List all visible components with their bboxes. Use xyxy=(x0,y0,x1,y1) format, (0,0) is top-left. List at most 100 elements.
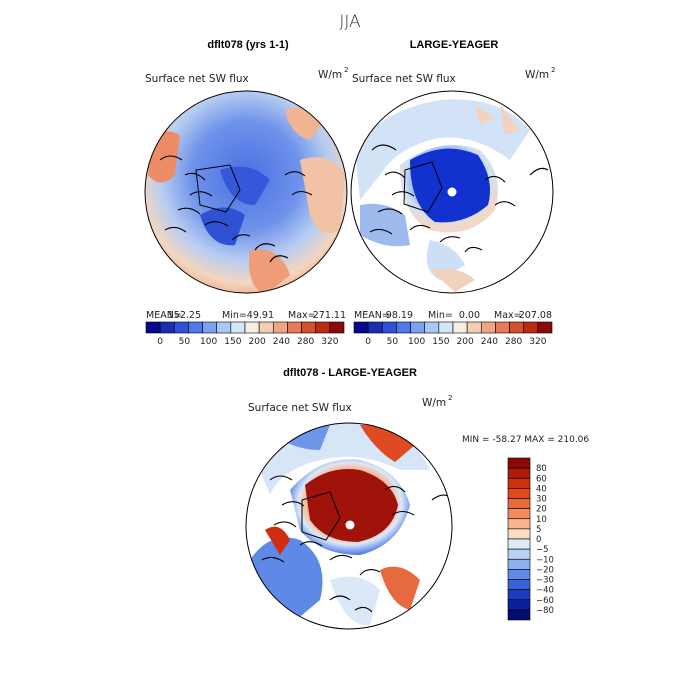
colorbar-diff-tick-label: 0 xyxy=(536,535,541,545)
colorbar-diff-tick-label: −60 xyxy=(536,596,554,606)
colorbar-model-swatch xyxy=(230,321,246,334)
panel-model-min: 49.91 xyxy=(247,310,274,321)
colorbar-diff-swatch xyxy=(507,457,531,469)
colorbar-obs-tick-label: 320 xyxy=(529,337,546,347)
colorbar-obs-swatch xyxy=(438,321,454,334)
colorbar-diff-swatch xyxy=(507,498,531,509)
colorbar-obs-swatch xyxy=(367,321,383,334)
colorbar-model-tick-label: 150 xyxy=(224,337,241,347)
colorbar-diff-tick-label: −30 xyxy=(536,576,554,586)
colorbar-obs-swatch xyxy=(480,321,496,334)
panel-model-units-exponent: 2 xyxy=(344,66,348,74)
panel-diff-units-exponent: 2 xyxy=(448,394,452,402)
panel-obs-title: LARGE-YEAGER xyxy=(410,39,499,51)
panel-obs-min-label: Min= xyxy=(428,310,453,321)
colorbar-model-swatch xyxy=(272,321,288,334)
colorbar-diff-tick-label: 40 xyxy=(536,484,547,494)
panel-model-stats: MEAN= 152.25 Min= 49.91 Max= 271.11 xyxy=(146,310,346,321)
colorbar-model-swatch xyxy=(216,321,232,334)
colorbar-obs-tick-label: 100 xyxy=(408,337,425,347)
panel-obs-mean-label: MEAN= xyxy=(354,310,390,321)
colorbar-obs: 0 50 100 150 200 240 280 320 xyxy=(353,321,553,347)
colorbar-model-swatch xyxy=(329,321,345,334)
colorbar-model-swatch xyxy=(258,321,274,334)
panel-diff-minmax: MIN = -58.27 MAX = 210.06 xyxy=(462,435,589,445)
panel-obs-stats: MEAN= 98.19 Min= 0.00 Max= 207.08 xyxy=(354,310,552,321)
colorbar-diff-tick-label: 20 xyxy=(536,505,547,515)
colorbar-obs-swatch xyxy=(396,321,411,334)
colorbar-obs-swatch xyxy=(381,321,397,334)
colorbar-diff-tick-label: 60 xyxy=(536,474,547,484)
colorbar-diff-swatch xyxy=(507,609,531,621)
colorbar-obs-swatch xyxy=(495,321,510,334)
colorbar-model-swatch xyxy=(188,321,203,334)
colorbar-model-tick-label: 280 xyxy=(297,337,314,347)
colorbar-obs-swatch xyxy=(509,321,525,334)
colorbar-diff-swatch xyxy=(507,579,531,590)
panel-diff-map xyxy=(246,423,452,629)
colorbar-diff-swatch xyxy=(507,518,531,530)
colorbar-obs-swatch xyxy=(537,321,553,334)
panel-obs-map xyxy=(351,91,553,293)
colorbar-model-tick-label: 100 xyxy=(200,337,217,347)
colorbar-diff-swatch xyxy=(507,538,531,550)
panel-model-max-label: Max= xyxy=(288,310,316,321)
colorbar-model-tick-label: 50 xyxy=(179,337,191,347)
colorbar-diff-swatch xyxy=(507,477,531,489)
colorbar-obs-tick-label: 0 xyxy=(365,337,371,347)
season-title: JJA xyxy=(339,12,361,32)
colorbar-diff-tick-label: −80 xyxy=(536,606,554,616)
colorbar-obs-swatch xyxy=(523,321,539,334)
colorbar-diff-tick-label: 80 xyxy=(536,464,547,474)
colorbar-diff-swatch xyxy=(507,508,531,520)
colorbar-model-swatch xyxy=(315,321,331,334)
panel-diff-units: W/m xyxy=(422,397,446,409)
panel-diff-map-border xyxy=(245,422,453,630)
colorbar-model-swatch xyxy=(244,321,260,334)
colorbar-diff-tick-label: 30 xyxy=(536,495,547,505)
panel-obs-max-label: Max= xyxy=(494,310,522,321)
colorbar-model-tick-label: 200 xyxy=(249,337,266,347)
panel-obs-field: Surface net SW flux xyxy=(352,73,456,85)
panel-diff-field: Surface net SW flux xyxy=(248,402,352,414)
panel-model-map xyxy=(145,91,347,293)
colorbar-obs-tick-label: 150 xyxy=(432,337,449,347)
colorbar-obs-tick-label: 200 xyxy=(457,337,474,347)
panel-obs-max: 207.08 xyxy=(519,310,552,321)
colorbar-diff-swatch xyxy=(507,467,531,479)
colorbar-diff-swatch xyxy=(507,599,531,611)
panel-diff-title: dflt078 - LARGE-YEAGER xyxy=(283,367,417,379)
panel-model-mean: 152.25 xyxy=(168,310,201,321)
colorbar-obs-swatch xyxy=(466,321,482,334)
colorbar-diff-tick-label: −20 xyxy=(536,565,554,575)
panel-obs-units-exponent: 2 xyxy=(551,66,555,74)
colorbar-model-tick-label: 0 xyxy=(157,337,163,347)
colorbar-diff-tick-label: 5 xyxy=(536,525,541,535)
colorbar-obs-swatch xyxy=(424,321,440,334)
colorbar-model-swatch xyxy=(287,321,302,334)
panel-model-field: Surface net SW flux xyxy=(145,73,249,85)
colorbar-obs-swatch xyxy=(410,321,426,334)
panel-model: dflt078 (yrs 1-1) Surface net SW flux W/… xyxy=(144,39,348,347)
colorbar-obs-swatch xyxy=(353,321,369,334)
colorbar-diff-swatch xyxy=(507,488,531,499)
colorbar-model-tick-label: 240 xyxy=(273,337,290,347)
panel-model-title: dflt078 (yrs 1-1) xyxy=(207,39,289,51)
panel-diff: dflt078 - LARGE-YEAGER Surface net SW fl… xyxy=(245,367,589,630)
colorbar-diff-swatch xyxy=(507,558,531,570)
colorbar-model-swatch xyxy=(202,321,218,334)
panel-model-min-label: Min= xyxy=(222,310,247,321)
panel-obs: LARGE-YEAGER Surface net SW flux W/m 2 M… xyxy=(350,39,555,347)
panel-model-max: 271.11 xyxy=(313,310,346,321)
colorbar-diff-tick-label: −40 xyxy=(536,586,554,596)
colorbar-model-swatch xyxy=(173,321,189,334)
colorbar-obs-tick-label: 50 xyxy=(387,337,399,347)
panel-obs-min: 0.00 xyxy=(459,310,480,321)
colorbar-model-swatch xyxy=(301,321,317,334)
colorbar-model: 0 50 100 150 200 240 280 320 xyxy=(145,321,345,347)
colorbar-diff-swatch xyxy=(507,528,531,540)
panel-model-map-border xyxy=(144,90,348,294)
colorbar-model-swatch xyxy=(159,321,175,334)
